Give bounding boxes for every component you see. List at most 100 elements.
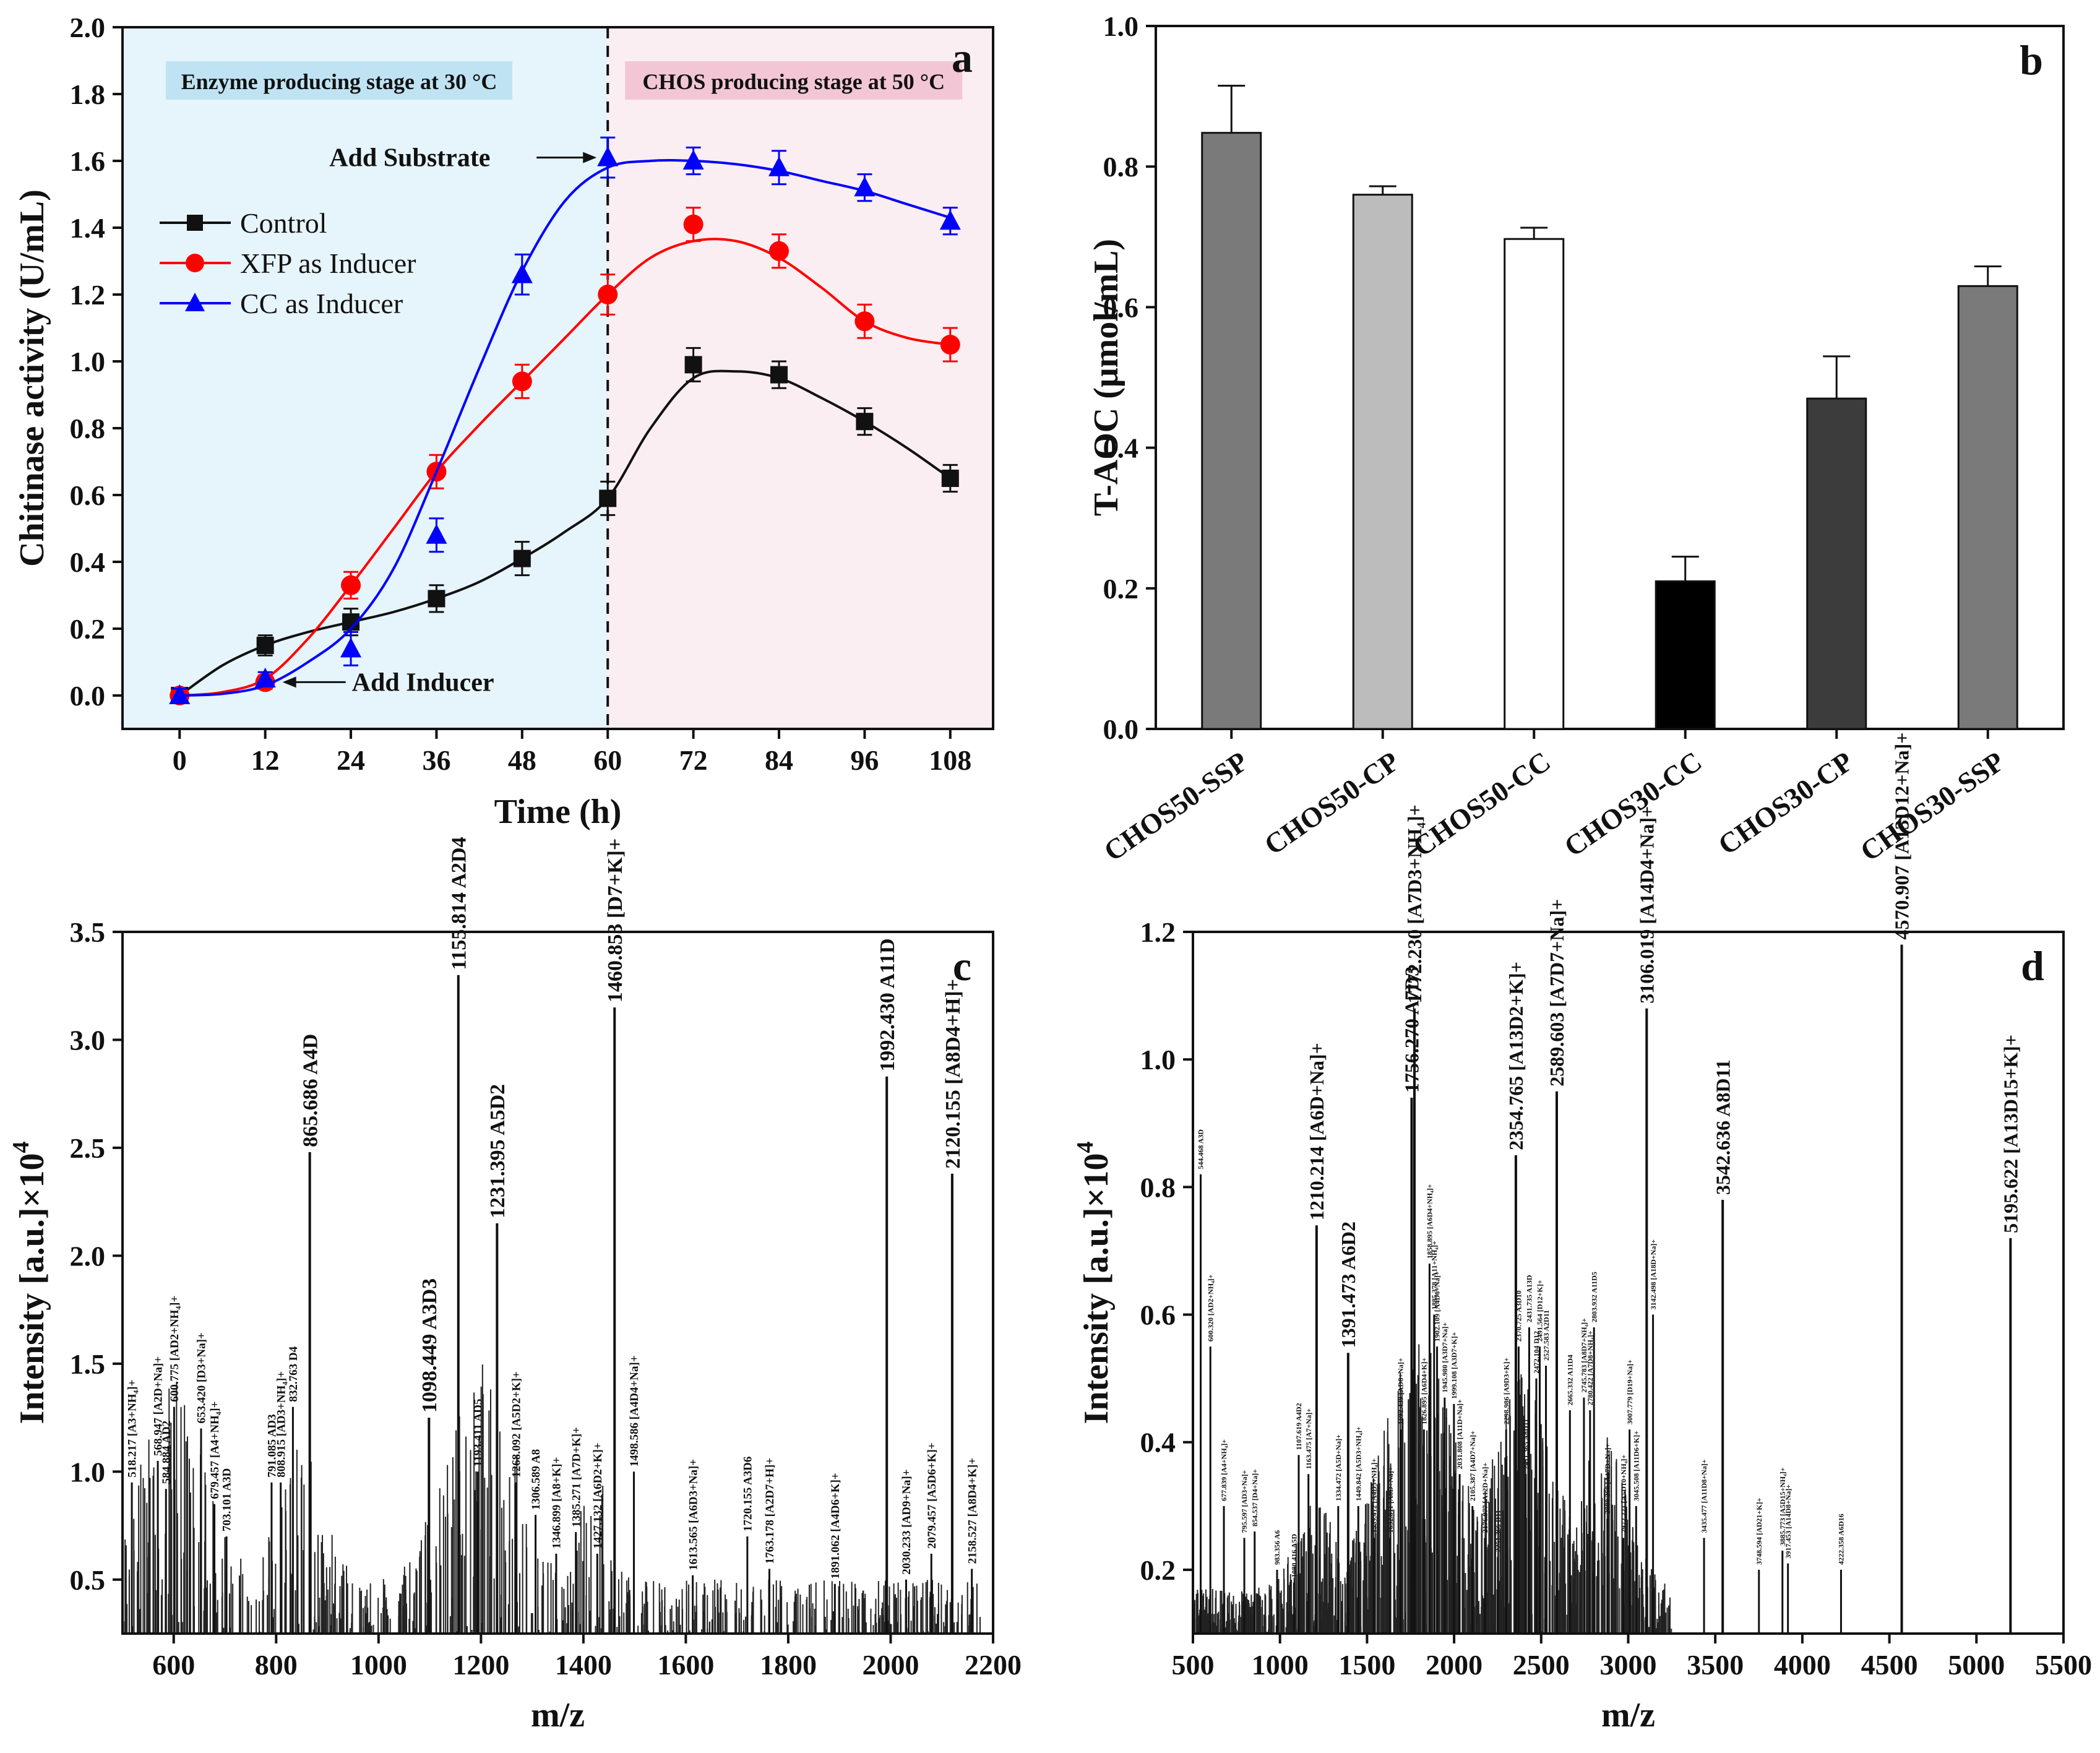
- y-tick-label: 1.0: [1103, 11, 1139, 42]
- y-axis-title-text: Intensity [a.u.]×10: [1077, 1153, 1116, 1424]
- legend-marker-circle: [186, 254, 204, 272]
- legend-label-3: CC as Inducer: [240, 288, 403, 319]
- peak-label: 854.537 [D4+Na]+: [1250, 1469, 1259, 1527]
- peak-label: 3748.594 [AD21+K]+: [1755, 1497, 1763, 1564]
- peak-label: 544.468 A3D: [1197, 1129, 1205, 1169]
- x-tick-label: CHOS30-CC: [1559, 745, 1708, 863]
- spectrum-noise: [124, 1364, 981, 1634]
- peak-label: 600.320 [AD2+NH₄]+: [1206, 1274, 1215, 1342]
- peak-label: 1163.475 [A7+Na]+: [1304, 1408, 1313, 1470]
- peak-label: 4222.358 A6D16: [1837, 1514, 1846, 1565]
- peak-label: 703.101 A3D: [221, 1468, 234, 1531]
- x-tick-label: 72: [679, 744, 708, 776]
- peak-label: 1858.895 [A6D4+NH₄]+: [1426, 1184, 1434, 1259]
- peak-label: 2665.332 A11D4: [1566, 1355, 1575, 1405]
- y-tick-label: 1.8: [70, 79, 106, 110]
- peak-label: 1885.378 [A11+NH₄]+: [1430, 1241, 1439, 1309]
- x-tick-label: 84: [765, 744, 793, 776]
- peak-label: 677.839 [A4+NH₄]+: [1220, 1439, 1228, 1501]
- x-tick-label: 5500: [2035, 1649, 2092, 1681]
- x-tick-label: 600: [152, 1649, 195, 1681]
- y-tick-label: 0.0: [1103, 713, 1139, 745]
- peak-label: 2745.783 [A8D7+NH₄]+: [1580, 1318, 1588, 1393]
- y-axis-title: T-AOC (μmol/mL): [1087, 239, 1125, 516]
- y-tick-label: 0.4: [1103, 433, 1139, 464]
- panel-letter: a: [952, 34, 973, 81]
- y-tick-label: 1.0: [1140, 1044, 1176, 1075]
- peak-label: 2298.986 [A9D3+K]+: [1502, 1358, 1510, 1424]
- peak-label: 2589.603 [A7D7+Na]+: [1546, 899, 1568, 1087]
- x-tick-label: 1800: [760, 1649, 817, 1681]
- peak-label: 3542.636 A8D11: [1711, 1059, 1734, 1195]
- x-tick-label: 48: [508, 744, 536, 776]
- x-tick-label: 60: [593, 744, 622, 776]
- peak-label: 4570.907 [A13D12+Na]+: [1891, 733, 1913, 940]
- peak-label: 1826.895 [A6D4+K]+: [1420, 1358, 1429, 1424]
- x-tick-label: 800: [255, 1649, 298, 1681]
- data-point-triangle: [768, 156, 790, 176]
- peak-label: 1193.411 AD5: [472, 1398, 485, 1467]
- series-line-3: [179, 158, 951, 697]
- x-axis-title: Time (h): [494, 793, 622, 831]
- peak-label: 1427.132 [A6D2+K]+: [592, 1442, 605, 1549]
- x-tick-label: 1600: [657, 1649, 714, 1681]
- peak-label: 2803.932 A11D5: [1590, 1272, 1598, 1322]
- data-point-circle: [341, 575, 361, 595]
- peak-label: 679.457 [A4+NH₄]+: [209, 1401, 222, 1499]
- y-tick-label: 0.2: [1140, 1554, 1176, 1586]
- x-tick-label: 4500: [1861, 1649, 1918, 1681]
- x-tick-label: 12: [251, 744, 280, 776]
- legend-label-2: XFP as Inducer: [240, 248, 416, 279]
- peak-label: 5195.622 [A13D15+K]+: [2000, 1035, 2022, 1233]
- peak-label: 3007.779 [D19+Na]+: [1625, 1359, 1634, 1424]
- peak-label: 2972.221 [A5D10+NH₄]+: [1619, 1455, 1628, 1533]
- legend-marker-triangle: [185, 293, 205, 311]
- y-axis-title-text: Intensity [a.u.]×10: [13, 1153, 51, 1424]
- peak-label: 795.597 [AD3+Na]+: [1240, 1470, 1249, 1533]
- peak-label: 584.884 AD2: [160, 1421, 173, 1484]
- data-point-circle: [940, 335, 960, 355]
- peak-label: 1992.430 A11D: [876, 938, 899, 1071]
- peak-label: 2031.808 [A11D+Na]+: [1455, 1399, 1464, 1469]
- data-point-square: [856, 413, 874, 431]
- plot-frame: [121, 26, 994, 730]
- spectrum-noise: [1193, 1344, 1672, 1634]
- peak-label: 2527.583 A2D11: [1542, 1310, 1551, 1361]
- data-point-triangle: [340, 637, 362, 658]
- peak-label: 2411.365 A8D11: [1521, 1419, 1530, 1469]
- peak-label: 1902.109 [A4D6+Na]+: [1433, 1271, 1442, 1342]
- y-tick-label: 0.2: [70, 613, 106, 645]
- peak-label: 3917.453 [A14D8+Na]+: [1784, 1484, 1792, 1559]
- peak-label: 3885.773 [A5D15+NH₄]+: [1778, 1467, 1787, 1546]
- annotation-arrow-head: [583, 152, 597, 163]
- peak-label: 1155.814 A2D4: [448, 837, 471, 970]
- data-point-triangle: [597, 146, 619, 166]
- peak-label: 1945.980 [A3D7+Na]+: [1440, 1322, 1449, 1393]
- data-point-triangle: [854, 176, 876, 197]
- data-point-square: [941, 470, 959, 487]
- x-tick-label: CHOS50-CP: [1259, 745, 1405, 861]
- x-tick-label: 1000: [1252, 1649, 1309, 1681]
- peak-label: 2158.527 [A8D4+K]+: [966, 1458, 979, 1564]
- peak-label: 1756.270 A7D3: [1401, 967, 1423, 1093]
- y-tick-label: 3.0: [70, 1024, 106, 1056]
- bar-chos30-cp: [1806, 397, 1867, 730]
- x-tick-label: 108: [929, 744, 971, 776]
- peak-label: 2251.366 D11: [1494, 1510, 1502, 1552]
- x-tick-label: 2200: [965, 1649, 1022, 1681]
- x-tick-label: 5000: [1948, 1649, 2005, 1681]
- y-tick-label: 0.0: [70, 680, 106, 712]
- y-tick-label: 0.5: [70, 1564, 106, 1596]
- data-point-circle: [683, 214, 704, 235]
- series-line-2: [179, 238, 951, 697]
- y-tick-label: 1.2: [1140, 916, 1176, 948]
- stage-background-1: [123, 27, 608, 729]
- peak-label: 2491.564 [D12+K]+: [1536, 1280, 1544, 1342]
- y-tick-label: 2.5: [70, 1132, 106, 1164]
- bar-chos50-cp: [1352, 194, 1413, 730]
- panel-c-mass-spectrum: 518.217 [A3+NH₄]+ 568.947 [A2D+Na]+584.88…: [8, 837, 1022, 1734]
- peak-label: 865.686 A4D: [299, 1034, 322, 1147]
- peak-label: 3106.019 [A14D4+Na]+: [1636, 806, 1658, 1004]
- x-tick-label: 3000: [1600, 1649, 1657, 1681]
